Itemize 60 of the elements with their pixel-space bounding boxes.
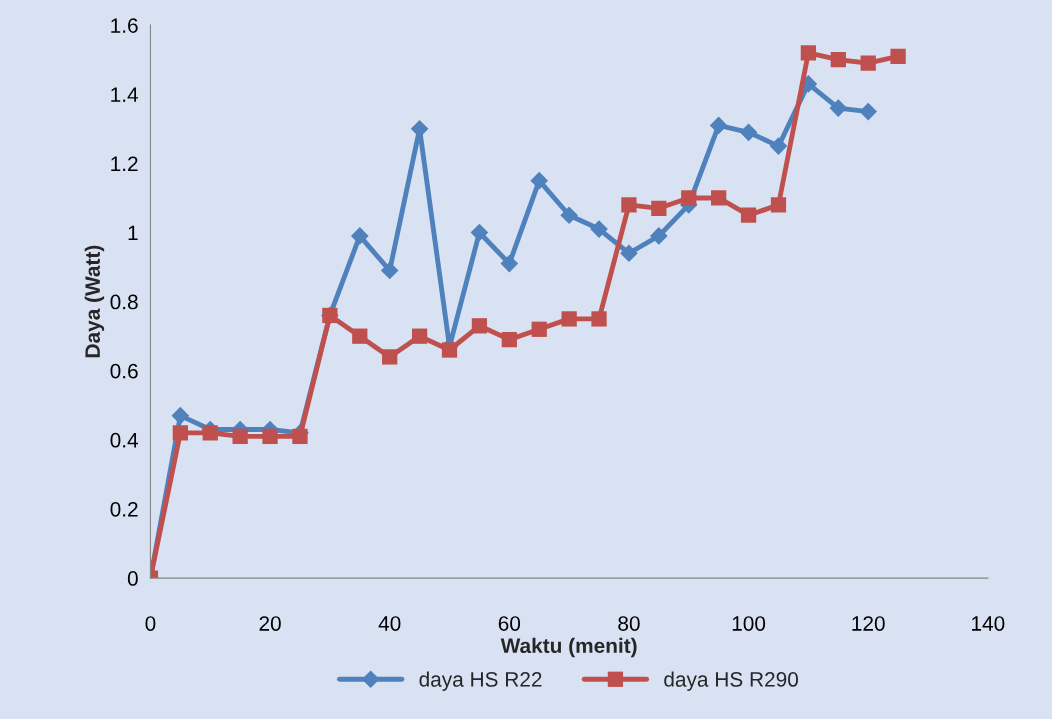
point: [172, 425, 188, 441]
point: [709, 116, 728, 135]
y-tick-label: 0: [127, 571, 138, 586]
y-tick-label: 1.2: [111, 156, 138, 171]
point: [471, 318, 488, 334]
x-tick-label: 20: [259, 616, 281, 631]
x-tick-label: 120: [852, 616, 885, 631]
point: [740, 207, 757, 223]
point: [859, 102, 878, 121]
legend-label: daya HS R290: [664, 671, 799, 691]
point: [621, 197, 637, 213]
y-tick-label: 0.6: [110, 363, 138, 379]
y-tick-label: 0.4: [110, 432, 139, 448]
y-tick-label: 1: [128, 225, 138, 241]
point: [800, 45, 817, 61]
point: [711, 190, 727, 206]
point: [769, 137, 788, 155]
point: [590, 220, 608, 238]
point: [651, 200, 667, 216]
point: [739, 123, 758, 142]
point: [470, 223, 489, 242]
point: [350, 227, 369, 245]
point: [530, 171, 549, 190]
point: [681, 190, 697, 206]
y-tick-label: 0.8: [110, 294, 138, 310]
x-tick-label: 0: [145, 616, 156, 631]
x-tick-label: 100: [732, 616, 766, 631]
point: [171, 406, 190, 425]
point: [501, 331, 517, 348]
point: [890, 48, 906, 64]
point: [770, 197, 787, 213]
point: [829, 99, 848, 117]
point: [202, 425, 218, 441]
y-tick-label: 1.4: [111, 87, 139, 102]
y-tick-label: 1.6: [111, 18, 138, 33]
point: [352, 328, 368, 344]
point: [860, 55, 876, 71]
point: [650, 227, 668, 245]
point: [591, 311, 607, 327]
point: [232, 428, 248, 445]
point: [561, 311, 577, 327]
point: [441, 342, 458, 358]
point: [500, 254, 519, 273]
x-axis-title: Waktu (menit): [500, 637, 637, 658]
point: [830, 52, 846, 68]
x-tick-label: 80: [618, 616, 640, 631]
y-tick-label: 0.2: [110, 501, 138, 517]
point: [382, 349, 398, 365]
x-tick-label: 40: [378, 616, 401, 631]
point: [560, 206, 578, 225]
y-axis-title: Daya (Watt): [84, 245, 105, 358]
point: [292, 428, 308, 445]
point: [620, 244, 638, 263]
point: [411, 328, 428, 344]
point: [380, 261, 399, 280]
legend-label: daya HS R22: [419, 671, 542, 691]
point: [262, 428, 278, 445]
point: [531, 321, 547, 337]
x-tick-label: 60: [498, 616, 521, 631]
x-tick-label: 140: [972, 616, 1005, 631]
